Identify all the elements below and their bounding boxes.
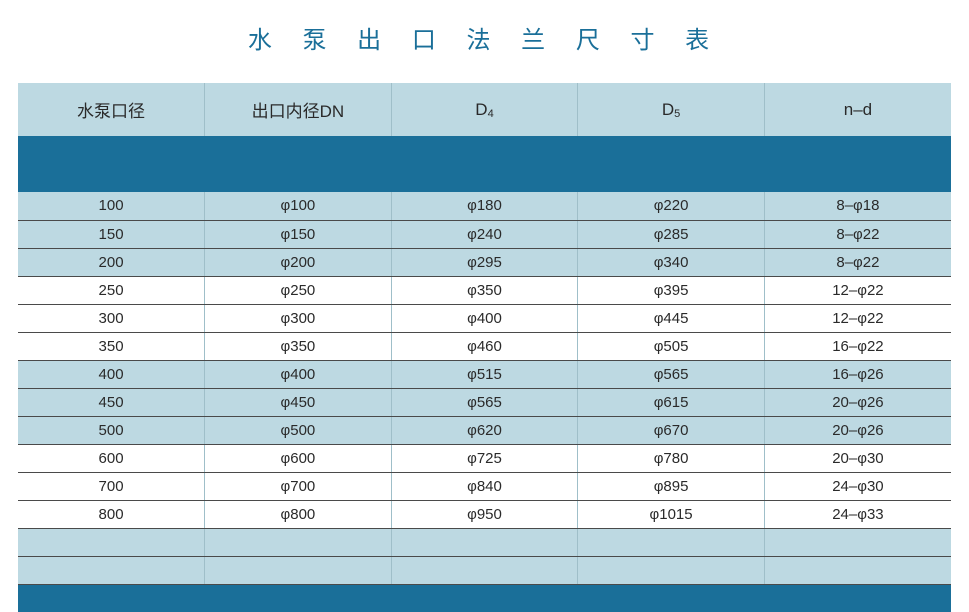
table-body: 100φ100φ180φ2208–φ18150φ150φ240φ2858–φ22… <box>18 192 951 584</box>
cell-r9-c3: φ780 <box>578 444 765 472</box>
cell-r0-c2: φ180 <box>391 192 578 220</box>
table-row: 800φ800φ950φ101524–φ33 <box>18 500 951 528</box>
page-title: 水 泵 出 口 法 兰 尺 寸 表 <box>0 0 969 83</box>
cell-r4-c1: φ300 <box>205 304 392 332</box>
table-header-underline <box>18 164 951 192</box>
cell-r7-c0: 450 <box>18 388 205 416</box>
cell-r12-c1 <box>205 528 392 556</box>
col-header-1: 出口内径DN <box>205 83 392 136</box>
table-row: 200φ200φ295φ3408–φ22 <box>18 248 951 276</box>
col-header-0: 水泵口径 <box>18 83 205 136</box>
cell-r11-c4: 24–φ33 <box>764 500 951 528</box>
flange-dimension-table: 水泵口径出口内径DND4D5n–d 100φ100φ180φ2208–φ1815… <box>18 83 951 612</box>
cell-r1-c2: φ240 <box>391 220 578 248</box>
cell-r1-c4: 8–φ22 <box>764 220 951 248</box>
cell-r10-c2: φ840 <box>391 472 578 500</box>
cell-r1-c1: φ150 <box>205 220 392 248</box>
table-row: 400φ400φ515φ56516–φ26 <box>18 360 951 388</box>
table-row <box>18 528 951 556</box>
cell-r12-c4 <box>764 528 951 556</box>
cell-r8-c2: φ620 <box>391 416 578 444</box>
table-row: 300φ300φ400φ44512–φ22 <box>18 304 951 332</box>
cell-r4-c4: 12–φ22 <box>764 304 951 332</box>
cell-r2-c0: 200 <box>18 248 205 276</box>
table-row: 250φ250φ350φ39512–φ22 <box>18 276 951 304</box>
cell-r7-c2: φ565 <box>391 388 578 416</box>
table-row: 100φ100φ180φ2208–φ18 <box>18 192 951 220</box>
cell-r2-c3: φ340 <box>578 248 765 276</box>
title-text: 水 泵 出 口 法 兰 尺 寸 表 <box>248 27 721 54</box>
cell-r8-c4: 20–φ26 <box>764 416 951 444</box>
cell-r0-c3: φ220 <box>578 192 765 220</box>
cell-r13-c2 <box>391 556 578 584</box>
cell-r6-c1: φ400 <box>205 360 392 388</box>
cell-r12-c0 <box>18 528 205 556</box>
cell-r5-c3: φ505 <box>578 332 765 360</box>
table-row: 350φ350φ460φ50516–φ22 <box>18 332 951 360</box>
table-row: 700φ700φ840φ89524–φ30 <box>18 472 951 500</box>
cell-r3-c2: φ350 <box>391 276 578 304</box>
cell-r4-c0: 300 <box>18 304 205 332</box>
cell-r4-c3: φ445 <box>578 304 765 332</box>
cell-r2-c2: φ295 <box>391 248 578 276</box>
cell-r8-c0: 500 <box>18 416 205 444</box>
table-top-bar <box>18 136 951 164</box>
cell-r3-c4: 12–φ22 <box>764 276 951 304</box>
cell-r6-c0: 400 <box>18 360 205 388</box>
cell-r0-c0: 100 <box>18 192 205 220</box>
cell-r10-c4: 24–φ30 <box>764 472 951 500</box>
cell-r6-c4: 16–φ26 <box>764 360 951 388</box>
cell-r5-c4: 16–φ22 <box>764 332 951 360</box>
cell-r5-c0: 350 <box>18 332 205 360</box>
cell-r0-c1: φ100 <box>205 192 392 220</box>
table-container: 水泵口径出口内径DND4D5n–d 100φ100φ180φ2208–φ1815… <box>18 83 951 612</box>
col-header-4: n–d <box>764 83 951 136</box>
cell-r13-c3 <box>578 556 765 584</box>
table-bottom-bar <box>18 584 951 612</box>
cell-r11-c1: φ800 <box>205 500 392 528</box>
cell-r12-c3 <box>578 528 765 556</box>
cell-r4-c2: φ400 <box>391 304 578 332</box>
cell-r3-c3: φ395 <box>578 276 765 304</box>
cell-r9-c0: 600 <box>18 444 205 472</box>
cell-r5-c2: φ460 <box>391 332 578 360</box>
table-row: 450φ450φ565φ61520–φ26 <box>18 388 951 416</box>
cell-r11-c0: 800 <box>18 500 205 528</box>
cell-r1-c3: φ285 <box>578 220 765 248</box>
cell-r6-c2: φ515 <box>391 360 578 388</box>
cell-r12-c2 <box>391 528 578 556</box>
col-header-3: D5 <box>578 83 765 136</box>
cell-r2-c1: φ200 <box>205 248 392 276</box>
cell-r1-c0: 150 <box>18 220 205 248</box>
cell-r8-c1: φ500 <box>205 416 392 444</box>
cell-r7-c4: 20–φ26 <box>764 388 951 416</box>
cell-r11-c3: φ1015 <box>578 500 765 528</box>
cell-r9-c2: φ725 <box>391 444 578 472</box>
table-row: 500φ500φ620φ67020–φ26 <box>18 416 951 444</box>
cell-r5-c1: φ350 <box>205 332 392 360</box>
cell-r3-c0: 250 <box>18 276 205 304</box>
table-row: 150φ150φ240φ2858–φ22 <box>18 220 951 248</box>
cell-r0-c4: 8–φ18 <box>764 192 951 220</box>
cell-r13-c0 <box>18 556 205 584</box>
col-header-2: D4 <box>391 83 578 136</box>
cell-r2-c4: 8–φ22 <box>764 248 951 276</box>
cell-r8-c3: φ670 <box>578 416 765 444</box>
cell-r7-c3: φ615 <box>578 388 765 416</box>
cell-r10-c3: φ895 <box>578 472 765 500</box>
cell-r10-c1: φ700 <box>205 472 392 500</box>
cell-r13-c1 <box>205 556 392 584</box>
cell-r3-c1: φ250 <box>205 276 392 304</box>
cell-r6-c3: φ565 <box>578 360 765 388</box>
cell-r9-c4: 20–φ30 <box>764 444 951 472</box>
table-row: 600φ600φ725φ78020–φ30 <box>18 444 951 472</box>
cell-r7-c1: φ450 <box>205 388 392 416</box>
cell-r11-c2: φ950 <box>391 500 578 528</box>
cell-r9-c1: φ600 <box>205 444 392 472</box>
table-header: 水泵口径出口内径DND4D5n–d <box>18 83 951 136</box>
cell-r13-c4 <box>764 556 951 584</box>
table-row <box>18 556 951 584</box>
cell-r10-c0: 700 <box>18 472 205 500</box>
